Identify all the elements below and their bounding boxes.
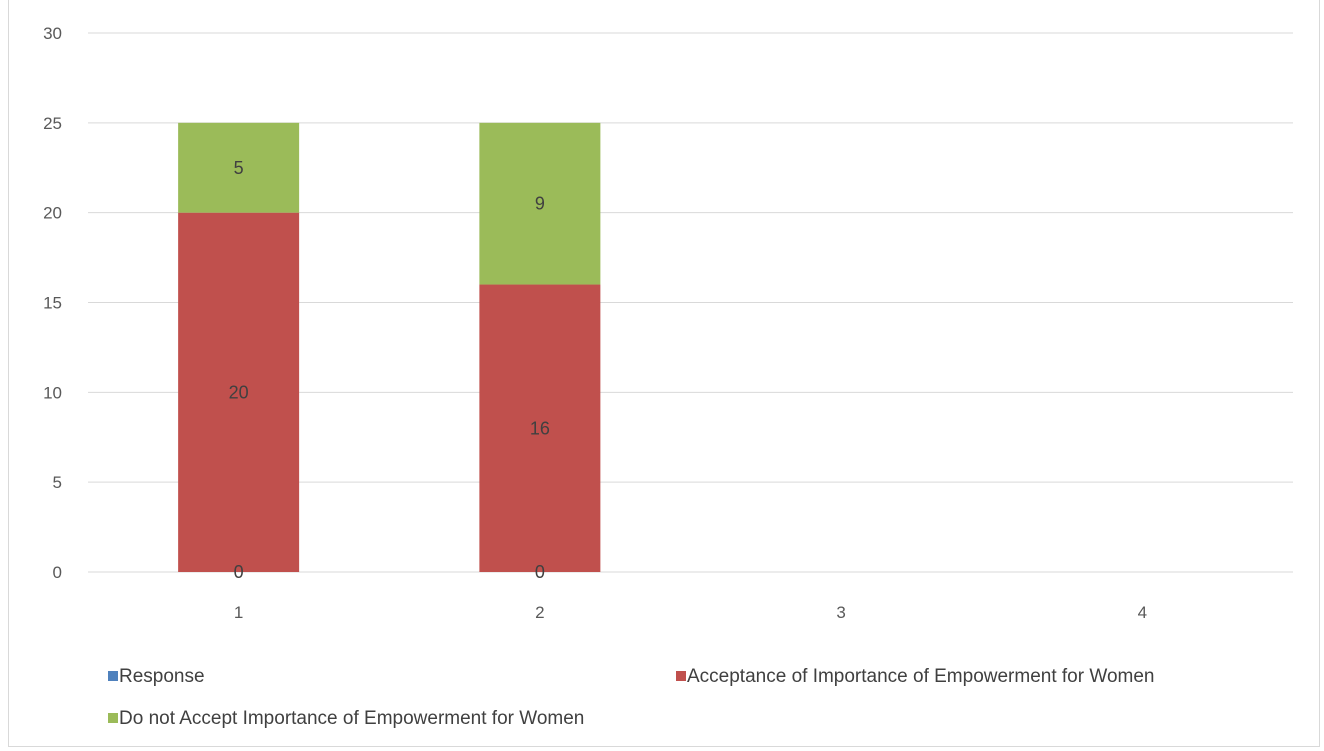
data-label: 0 xyxy=(535,562,545,582)
legend: Response Acceptance of Importance of Empo… xyxy=(108,666,1154,729)
legend-swatch xyxy=(108,713,118,723)
y-tick-label: 15 xyxy=(43,294,62,313)
data-label: 20 xyxy=(229,382,249,402)
chart-frame xyxy=(8,0,1320,747)
legend-swatch xyxy=(676,671,686,681)
bar-segment xyxy=(479,284,601,572)
data-label: 16 xyxy=(530,418,550,438)
x-tick-label: 3 xyxy=(836,603,845,622)
legend-label: Response xyxy=(119,666,205,687)
data-label: 9 xyxy=(535,194,545,214)
y-axis: 0 5 10 15 20 25 30 xyxy=(43,24,62,582)
y-tick-label: 20 xyxy=(43,204,62,223)
legend-label: Acceptance of Importance of Empowerment … xyxy=(687,666,1154,687)
legend-label: Do not Accept Importance of Empowerment … xyxy=(119,708,584,729)
x-axis: 1 2 3 4 xyxy=(234,603,1147,622)
bar-segment xyxy=(178,122,300,213)
data-label: 5 xyxy=(234,158,244,178)
bars xyxy=(178,122,601,572)
y-tick-label: 25 xyxy=(43,114,62,133)
x-tick-label: 4 xyxy=(1138,603,1147,622)
y-tick-label: 10 xyxy=(43,383,62,402)
bar-segment xyxy=(178,212,300,572)
legend-swatch xyxy=(108,671,118,681)
data-label: 0 xyxy=(234,562,244,582)
x-tick-label: 2 xyxy=(535,603,544,622)
y-tick-label: 0 xyxy=(53,563,62,582)
y-tick-label: 30 xyxy=(43,24,62,43)
y-tick-label: 5 xyxy=(53,473,62,492)
x-tick-label: 1 xyxy=(234,603,243,622)
bar-segment xyxy=(479,122,601,285)
data-labels: 0 20 5 0 16 9 xyxy=(229,158,550,582)
